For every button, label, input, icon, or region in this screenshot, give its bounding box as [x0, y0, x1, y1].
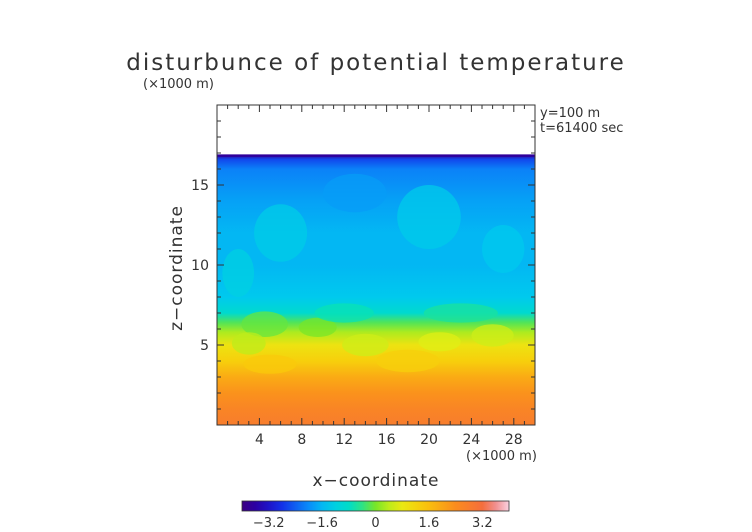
- eddy-13: [482, 225, 525, 273]
- chart-title: disturbunce of potential temperature: [126, 50, 626, 76]
- eddy-1: [241, 311, 289, 338]
- y-axis-label: z−coordinate: [167, 205, 187, 331]
- plot-area: 4 8 12 16 20 24 28 5 10 15: [191, 104, 536, 448]
- annotation-y: y=100 m: [540, 106, 600, 121]
- eddy-2: [298, 317, 337, 337]
- eddy-9: [314, 303, 374, 323]
- colorbar: −3.2 −1.6 0 1.6 3.2: [241, 500, 510, 531]
- eddy-10: [423, 303, 498, 323]
- x-tick-label-4: 4: [255, 432, 264, 448]
- x-tick-label-16: 16: [378, 432, 396, 448]
- eddy-3: [231, 332, 266, 355]
- eddy-15: [222, 249, 255, 297]
- x-tick-label-8: 8: [297, 432, 306, 448]
- x-tick-label-12: 12: [335, 432, 353, 448]
- colorbar-tick-label-0: −3.2: [253, 516, 285, 531]
- y-tick-label-15: 15: [191, 178, 209, 194]
- eddy-5: [418, 332, 461, 352]
- x-axis-label: x−coordinate: [313, 471, 440, 491]
- colorbar-tick-label-4: 3.2: [472, 516, 493, 531]
- colorbar-tick-label-3: 1.6: [419, 516, 440, 531]
- eddy-6: [471, 324, 514, 347]
- x-scale-note: (×1000 m): [466, 449, 537, 464]
- eddy-7: [243, 354, 297, 374]
- colorbar-tick-label-1: −1.6: [306, 516, 338, 531]
- y-tick-label-10: 10: [191, 258, 209, 274]
- eddy-8: [376, 349, 440, 373]
- colorbar-tick-labels: −3.2 −1.6 0 1.6 3.2: [253, 516, 493, 531]
- eddy-11: [254, 204, 308, 262]
- eddy-4: [342, 333, 389, 357]
- x-tick-label-28: 28: [505, 432, 523, 448]
- annotation-t: t=61400 sec: [540, 121, 623, 136]
- eddy-12: [397, 185, 461, 249]
- eddy-14: [323, 173, 387, 213]
- y-tick-label-5: 5: [200, 338, 209, 354]
- colorbar-tick-label-2: 0: [371, 516, 379, 531]
- y-scale-note: (×1000 m): [143, 77, 214, 92]
- x-tick-label-24: 24: [462, 432, 480, 448]
- axis-ticks: 4 8 12 16 20 24 28 5 10 15: [191, 105, 535, 448]
- turbulent-eddies: [217, 154, 535, 374]
- colorbar-bar: [241, 500, 510, 512]
- x-tick-label-20: 20: [420, 432, 438, 448]
